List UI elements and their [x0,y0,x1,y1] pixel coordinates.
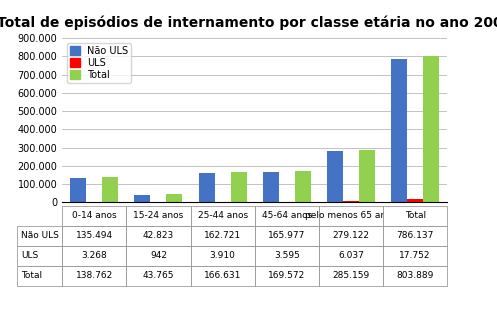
Bar [391,59,407,202]
Bar [198,173,215,202]
Bar [359,150,375,202]
Bar [327,151,343,202]
Bar [263,172,279,202]
Bar [231,172,247,202]
Title: Total de episódios de internamento por classe etária no ano 2007: Total de episódios de internamento por c… [0,16,497,30]
Legend: Não ULS, ULS, Total: Não ULS, ULS, Total [67,43,131,83]
Bar [134,195,151,202]
Bar [70,178,86,202]
Bar [295,171,311,202]
Bar [343,201,359,202]
Bar [166,194,182,202]
Bar [407,199,423,202]
Bar [102,177,118,202]
Bar [423,56,439,202]
